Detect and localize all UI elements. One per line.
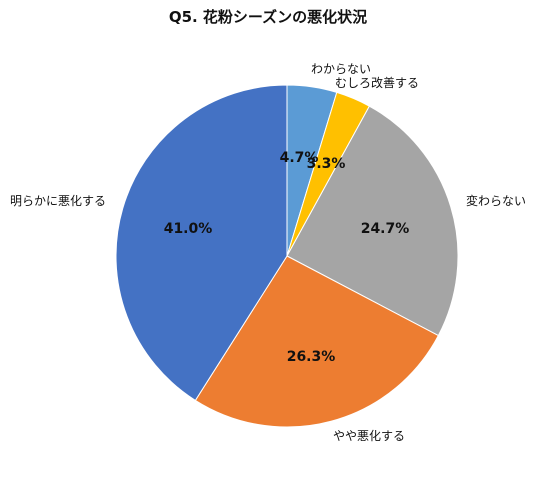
category-label: わからない [311, 62, 371, 76]
category-label: むしろ改善する [335, 75, 419, 90]
data-label: 4.7% [280, 150, 319, 166]
category-label: 明らかに悪化する [10, 194, 106, 208]
chart-title: Q5. 花粉シーズンの悪化状況 [169, 8, 367, 26]
percent-labels: 4.7%3.3% 24.7% 26.3% 41.0% [164, 150, 410, 365]
category-label: やや悪化する [333, 429, 405, 443]
pie-slice [194, 255, 440, 428]
data-label: 24.7% [361, 221, 410, 237]
pie-slices [115, 84, 459, 428]
pie-slice [115, 84, 288, 402]
data-label: 26.3% [287, 349, 336, 365]
data-label: 41.0% [164, 221, 213, 237]
data-label: 3.3% [307, 156, 346, 172]
category-label: 変わらない [466, 193, 526, 208]
